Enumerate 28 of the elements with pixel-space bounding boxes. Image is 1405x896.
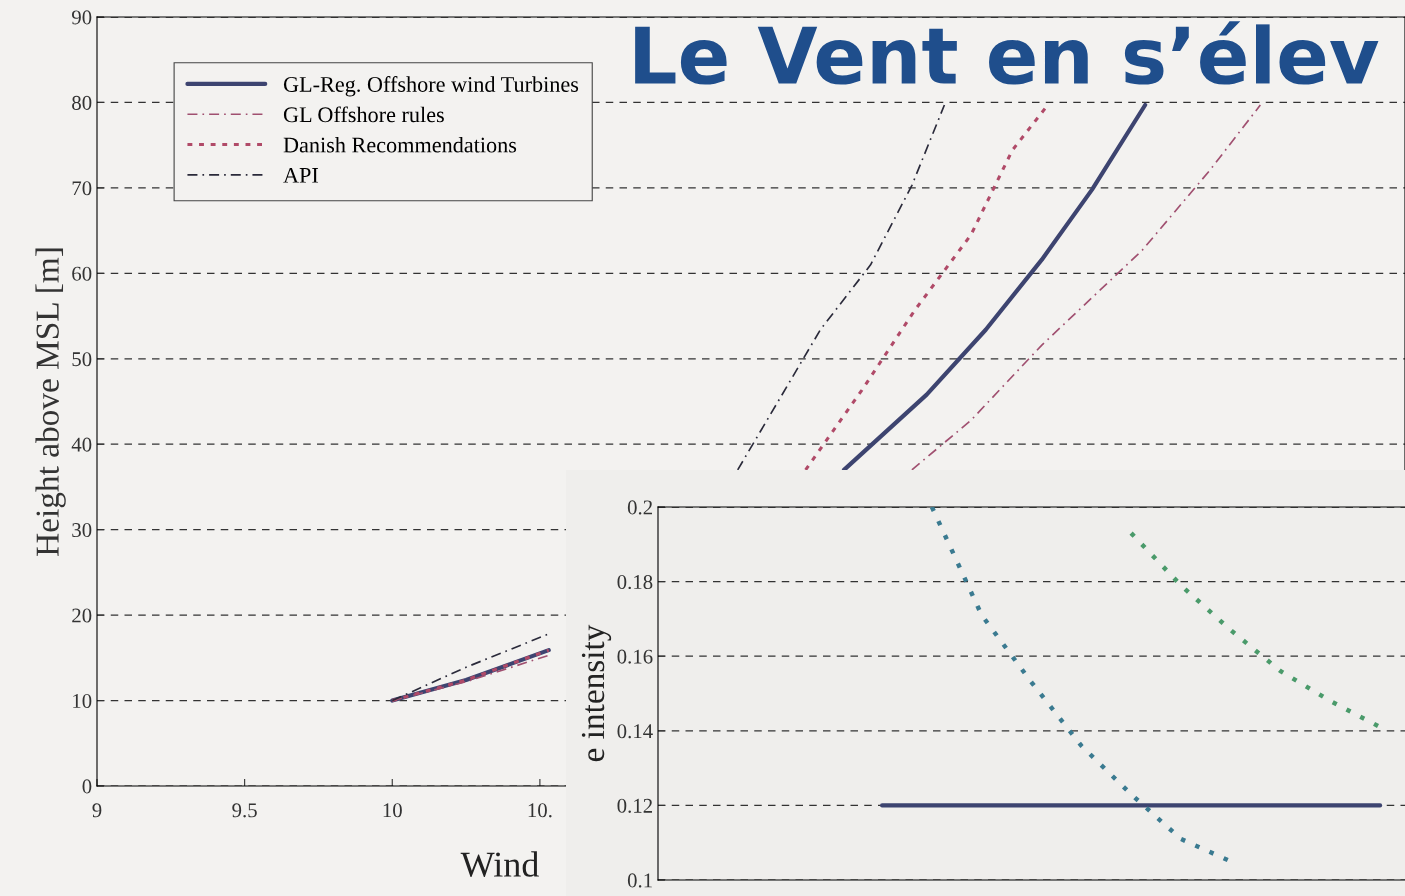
y-tick-label: 0.1 bbox=[627, 873, 652, 888]
x-axis-title: Wind bbox=[460, 851, 539, 877]
x-tick-label: 9 bbox=[92, 803, 102, 818]
y-tick-label: 90 bbox=[71, 10, 92, 25]
y-tick-label: 30 bbox=[72, 523, 92, 538]
y-tick-label: 0.18 bbox=[617, 574, 653, 590]
y-tick-label: 10 bbox=[73, 693, 92, 708]
y-tick-label: 70 bbox=[72, 181, 92, 196]
chart-title: Le Vent en s’élev bbox=[635, 21, 1379, 85]
legend-label: GL Offshore rules bbox=[283, 106, 444, 123]
y-axis-title: Height above MSL [m] bbox=[35, 248, 66, 556]
x-tick-label: 10. bbox=[528, 803, 552, 818]
y-axis-title: e intensity bbox=[581, 624, 612, 762]
y-tick-label: 0.14 bbox=[617, 724, 653, 739]
y-tick-label: 20 bbox=[72, 608, 92, 623]
y-tick-label: 60 bbox=[72, 266, 92, 281]
x-tick-label: 9.5 bbox=[232, 803, 257, 818]
y-tick-label: 0.16 bbox=[617, 649, 653, 664]
legend-label: Danish Recommendations bbox=[283, 136, 517, 153]
y-tick-label: 0.12 bbox=[617, 798, 652, 813]
y-tick-label: 0 bbox=[82, 779, 92, 794]
y-tick-label: 40 bbox=[71, 437, 92, 452]
y-tick-label: 50 bbox=[72, 352, 92, 367]
y-tick-label: 0.2 bbox=[627, 500, 652, 515]
x-tick-label: 10 bbox=[383, 803, 402, 818]
legend-label: API bbox=[283, 167, 319, 183]
y-tick-label: 80 bbox=[72, 95, 92, 110]
legend-label: GL-Reg. Offshore wind Turbines bbox=[283, 76, 579, 97]
